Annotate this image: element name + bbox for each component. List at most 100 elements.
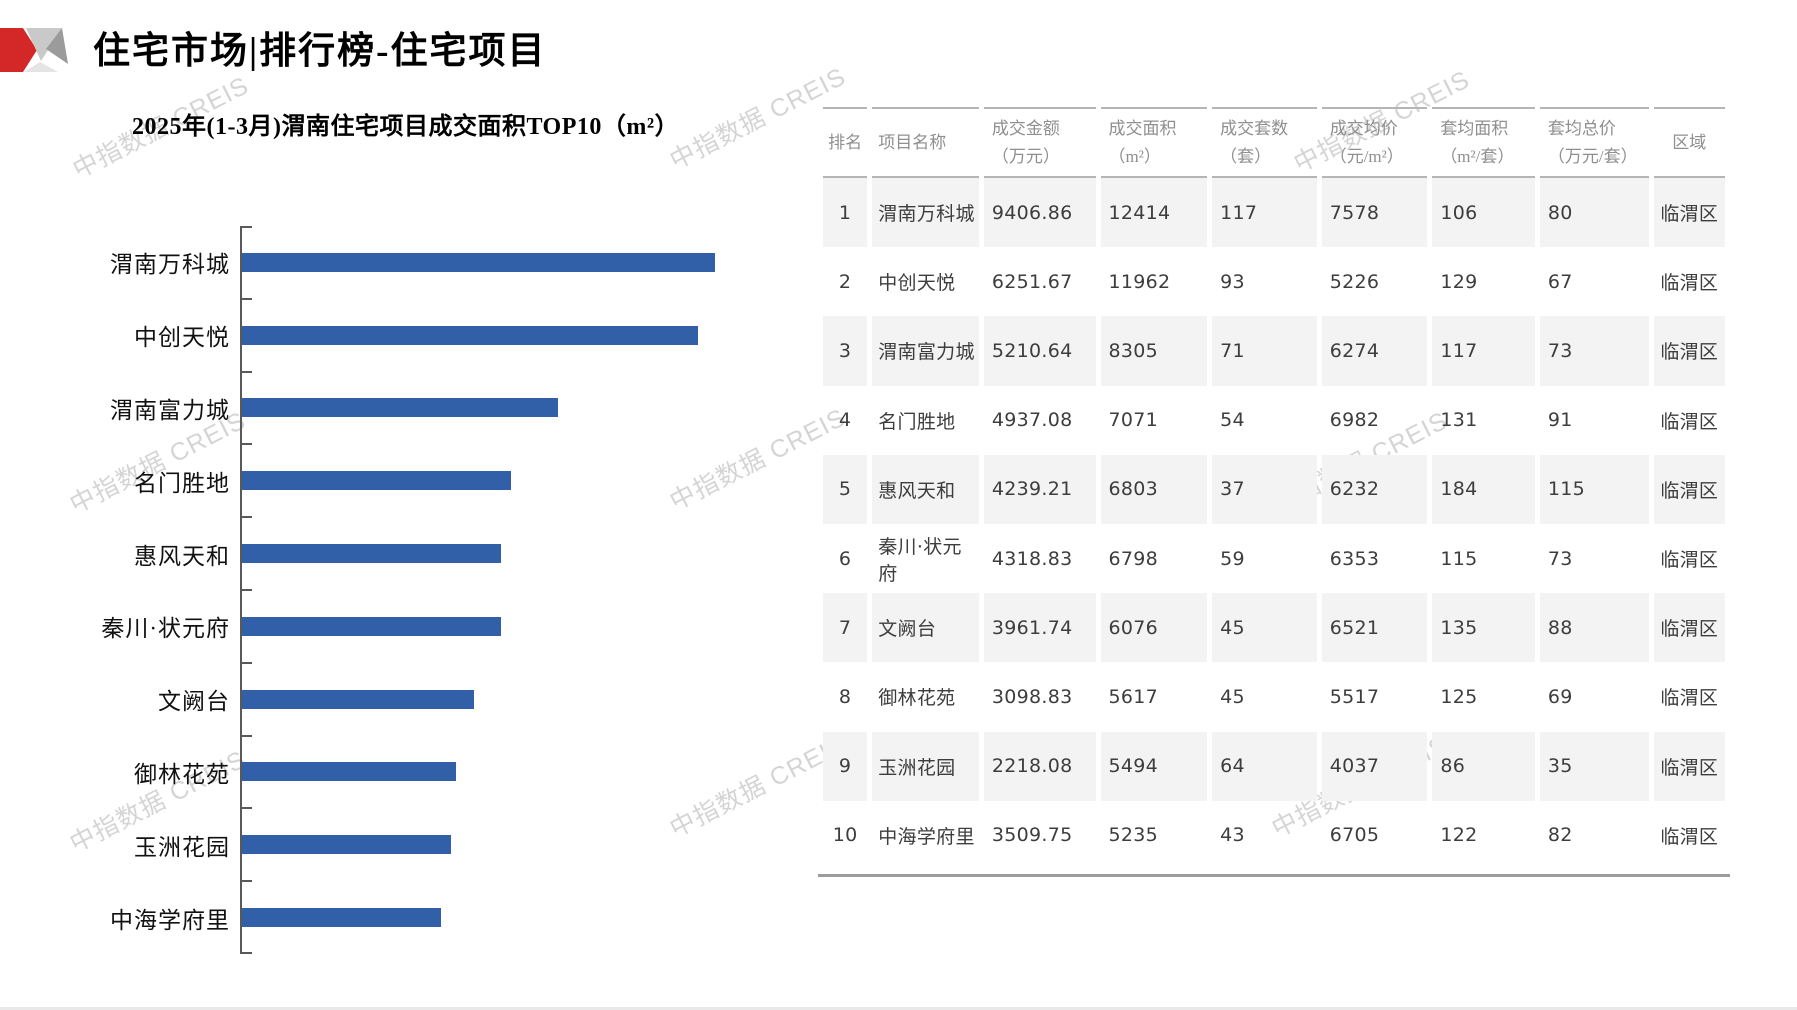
table-cell: 135 [1432,593,1535,663]
bar-category-label: 秦川·状元府 [101,616,230,642]
axis-tick [242,589,252,591]
table-cell: 9406.86 [983,178,1096,248]
table-cell: 御林花苑 [878,687,956,710]
table-cell: 5235 [1108,824,1159,847]
axis-tick [242,297,252,300]
chart-title: 2025年(1-3月)渭南住宅项目成交面积TOP10（m²） [132,114,680,140]
table-cell: 6353 [1329,547,1380,570]
table-cell: 4 [838,409,852,432]
table-cell: 临渭区 [1653,593,1725,663]
table-cell: 秦川·状元府 [878,535,962,585]
table-cell: 文阙台 [872,593,979,663]
column-header: 套均总价 （万元/套） [1539,107,1649,178]
bar [242,471,512,491]
table-cell: 115 [1539,454,1649,524]
table-cell: 中海学府里 [878,825,975,848]
ranking-table: 排名 项目名称 成交金额 （万元） 成交面积 （m²） 成交套数 （套） 成交均价 （元/m²）套… [818,107,1730,870]
bar-category-label: 渭南富力城 [110,397,230,423]
table-cell: 8305 [1100,316,1208,386]
table-cell: 6 [838,547,852,570]
table-cell: 6251.67 [991,270,1073,293]
table-row: 2 中创天悦 6251.67 11962 93 5226 129 67 临渭区 [823,247,1725,316]
table-cell: 玉洲花园 [872,731,979,801]
axis-tick [242,807,252,810]
table-row: 9 玉洲花园 2218.08 5494 64 4037 86 35 临渭区 [823,731,1725,801]
table-cell: 临渭区 [1660,687,1719,710]
table-cell: 122 [1440,824,1478,847]
table-cell: 115 [1440,547,1478,570]
bar-row: 秦川·状元府 [101,590,740,663]
column-header: 套均面积 （m²/套） [1432,107,1535,178]
bar-row: 中创天悦 [134,299,740,372]
table-cell: 184 [1432,454,1535,524]
bar-category-label: 中海学府里 [110,907,230,933]
table-cell: 渭南富力城 [872,316,979,386]
axis-tick [242,880,252,883]
bar-row: 文阙台 [158,663,740,736]
table-cell: 名门胜地 [878,410,956,433]
table-cell: 临渭区 [1660,549,1719,572]
bar-row: 名门胜地 [134,444,740,517]
axis-tick [242,516,252,519]
axis-tick [242,661,252,664]
table-cell: 117 [1432,316,1535,386]
column-header: 区域 [1653,107,1725,178]
bar [242,835,452,855]
table-row: 1 渭南万科城 9406.86 12414 117 7578 106 80 临渭区 [823,178,1725,248]
bar-row: 玉洲花园 [134,808,740,881]
table-cell: 4937.08 [991,409,1073,432]
table-cell: 7 [823,593,868,663]
table-cell: 8 [838,685,852,708]
table-row: 4 名门胜地 4937.08 7071 54 6982 131 91 临渭区 [823,386,1725,455]
table-cell: 2 [838,270,852,293]
column-header: 成交套数 （套） [1212,107,1317,178]
bar [242,398,559,418]
table-cell: 45 [1220,685,1245,708]
table-cell: 5494 [1100,731,1208,801]
table-cell: 6274 [1321,316,1428,386]
table-cell: 73 [1547,547,1573,570]
table-row: 5 惠风天和 4239.21 6803 37 6232 184 115 临渭区 [823,454,1725,524]
table-cell: 129 [1440,270,1478,293]
column-header: 排名 [823,107,868,178]
table-bottom-rule [818,874,1730,877]
table-cell: 5210.64 [983,316,1096,386]
bar-category-label: 渭南万科城 [110,252,230,278]
table-cell: 88 [1539,593,1649,663]
table-cell: 渭南万科城 [872,178,979,248]
table-cell: 1 [823,178,868,248]
table-cell: 91 [1547,409,1573,432]
bar-category-label: 御林花苑 [134,761,230,787]
table-row: 10 中海学府里 3509.75 5235 43 6705 122 82 临渭区 [823,801,1725,870]
table-header-row: 排名 项目名称 成交金额 （万元） 成交面积 （m²） 成交套数 （套） 成交均价 （元/m²）套… [823,107,1725,178]
table-cell: 117 [1212,178,1317,248]
table-row: 3 渭南富力城 5210.64 8305 71 6274 117 73 临渭区 [823,316,1725,386]
table-cell: 7071 [1108,409,1159,432]
table-cell: 37 [1212,454,1317,524]
table-cell: 3509.75 [991,824,1073,847]
table-cell: 73 [1539,316,1649,386]
axis-tick [242,443,252,446]
table-cell: 5226 [1329,270,1380,293]
table-cell: 35 [1539,731,1649,801]
column-header: 项目名称 [872,107,979,178]
bar [242,544,502,564]
bar-category-label: 惠风天和 [134,543,230,569]
axis-tick [242,734,252,737]
bar-row: 中海学府里 [110,881,740,954]
table-body: 1 渭南万科城 9406.86 12414 117 7578 106 80 临渭区 2 中创天悦 62… [823,178,1725,870]
table-cell: 5517 [1329,685,1380,708]
bar [242,325,698,345]
axis-tick [242,952,252,954]
table-cell: 5617 [1108,685,1159,708]
table-cell: 临渭区 [1653,316,1725,386]
table-cell: 临渭区 [1660,410,1719,433]
table-cell: 9 [823,731,868,801]
table-cell: 71 [1212,316,1317,386]
table-cell: 54 [1220,409,1245,432]
table-cell: 106 [1432,178,1535,248]
bar-category-label: 中创天悦 [134,325,230,351]
table-cell: 6798 [1108,547,1159,570]
page-bottom-edge [0,1007,1797,1010]
column-header: 成交均价 （元/m²） [1321,107,1428,178]
